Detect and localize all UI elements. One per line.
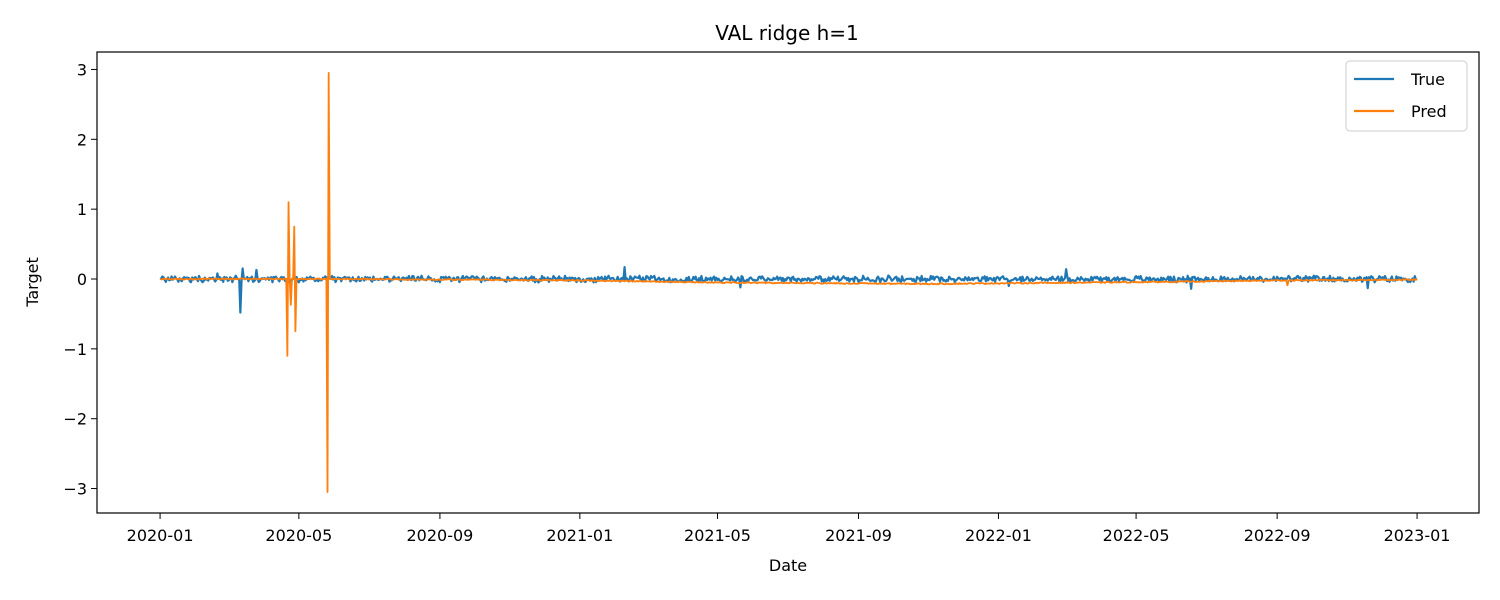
y-tick-label: 1 <box>77 200 87 219</box>
x-axis-title: Date <box>769 556 807 575</box>
legend-label-true: True <box>1410 70 1445 89</box>
y-axis: −3 −2 −1 0 1 2 3 <box>63 60 97 499</box>
x-tick-label: 2020-05 <box>265 526 332 545</box>
x-tick-label: 2021-01 <box>546 526 613 545</box>
plot-frame <box>96 51 1480 514</box>
x-tick-label: 2022-01 <box>965 526 1032 545</box>
y-tick-label: 2 <box>77 130 87 149</box>
legend: True Pred <box>1345 60 1468 132</box>
legend-label-pred: Pred <box>1411 102 1447 121</box>
series-line-true <box>159 266 1418 314</box>
series-line-pred <box>159 72 1418 493</box>
chart-title: VAL ridge h=1 <box>715 21 859 45</box>
x-tick-label: 2022-09 <box>1244 526 1311 545</box>
plot-area <box>159 72 1418 493</box>
legend-box <box>1345 60 1468 132</box>
y-axis-title: Target <box>23 257 42 308</box>
y-tick-label: 3 <box>77 60 87 79</box>
x-axis: 2020-01 2020-05 2020-09 2021-01 2021-05 2021-… <box>127 513 1451 545</box>
y-tick-label: −3 <box>63 480 87 499</box>
y-tick-label: −2 <box>63 410 87 429</box>
x-tick-label: 2023-01 <box>1384 526 1451 545</box>
x-tick-label: 2022-05 <box>1103 526 1170 545</box>
series-layer <box>159 72 1418 493</box>
y-tick-label: 0 <box>77 270 87 289</box>
x-tick-label: 2021-05 <box>684 526 751 545</box>
y-tick-label: −1 <box>63 340 87 359</box>
x-tick-label: 2020-01 <box>127 526 194 545</box>
x-tick-label: 2020-09 <box>406 526 473 545</box>
x-tick-label: 2021-09 <box>825 526 892 545</box>
